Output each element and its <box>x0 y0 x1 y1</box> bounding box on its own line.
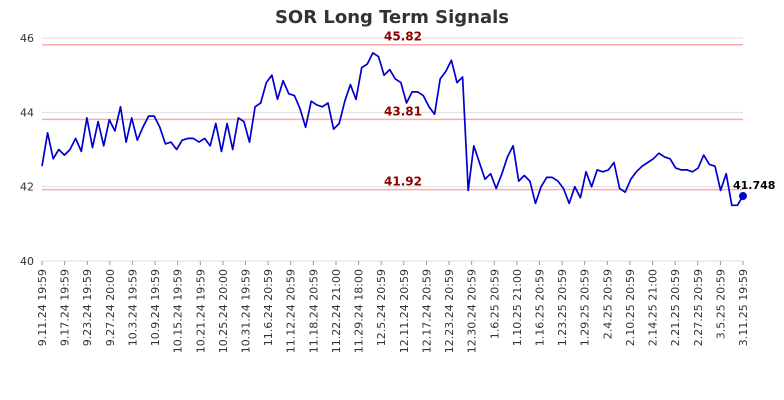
x-tick-label: 12.5.24 20:59 <box>375 269 388 346</box>
x-tick-label: 3.5.25 20:59 <box>714 269 727 339</box>
x-tick-label: 1.16.25 20:59 <box>533 269 546 346</box>
x-tick-label: 10.3.24 19:59 <box>126 269 139 346</box>
x-tick-label: 2.10.25 20:59 <box>624 269 637 346</box>
reference-label: 43.81 <box>384 104 422 118</box>
y-tick-label: 46 <box>20 32 34 45</box>
y-tick-label: 40 <box>20 255 34 268</box>
x-tick-label: 1.29.25 20:59 <box>579 269 592 346</box>
x-tick-label: 10.15.24 19:59 <box>172 269 185 353</box>
x-tick-label: 9.11.24 19:59 <box>36 269 49 346</box>
x-tick-label: 12.17.24 20:59 <box>420 269 433 353</box>
price-series-line <box>41 52 744 207</box>
x-tick-label: 3.11.25 19:59 <box>737 269 750 346</box>
x-tick-label: 9.17.24 19:59 <box>59 269 72 346</box>
x-tick-label: 12.23.24 20:59 <box>443 269 456 353</box>
x-tick-label: 11.22.24 21:00 <box>330 269 343 353</box>
last-point-marker <box>739 192 747 201</box>
x-tick-label: 10.25.24 20:00 <box>217 269 230 353</box>
x-tick-label: 11.12.24 20:59 <box>285 269 298 353</box>
x-tick-label: 11.29.24 18:00 <box>353 269 366 353</box>
y-tick-label: 44 <box>20 106 34 119</box>
x-tick-label: 1.6.25 20:59 <box>488 269 501 339</box>
reference-label: 45.82 <box>384 30 422 44</box>
x-tick-label: 12.30.24 20:59 <box>466 269 479 353</box>
x-tick-label: 2.14.25 21:00 <box>647 269 660 346</box>
x-tick-label: 9.27.24 20:00 <box>104 269 117 346</box>
y-tick-label: 42 <box>20 181 34 194</box>
x-tick-label: 2.21.25 20:59 <box>669 269 682 346</box>
x-tick-label: 1.23.25 20:59 <box>556 269 569 346</box>
x-tick-label: 11.18.24 20:59 <box>307 269 320 353</box>
x-tick-label: 12.11.24 20:59 <box>398 269 411 353</box>
chart-title: SOR Long Term Signals <box>274 7 510 28</box>
last-point-label: 41.748 <box>733 179 775 192</box>
reference-label: 41.92 <box>384 175 422 189</box>
x-tick-label: 1.10.25 21:00 <box>511 269 524 346</box>
x-tick-label: 9.23.24 19:59 <box>81 269 94 346</box>
x-tick-label: 10.21.24 19:59 <box>194 269 207 353</box>
x-tick-label: 10.9.24 19:59 <box>149 269 162 346</box>
x-tick-label: 10.31.24 19:59 <box>240 269 253 353</box>
x-tick-label: 11.6.24 20:59 <box>262 269 275 346</box>
x-tick-label: 2.27.25 20:59 <box>692 269 705 346</box>
x-tick-label: 2.4.25 20:59 <box>601 269 614 339</box>
